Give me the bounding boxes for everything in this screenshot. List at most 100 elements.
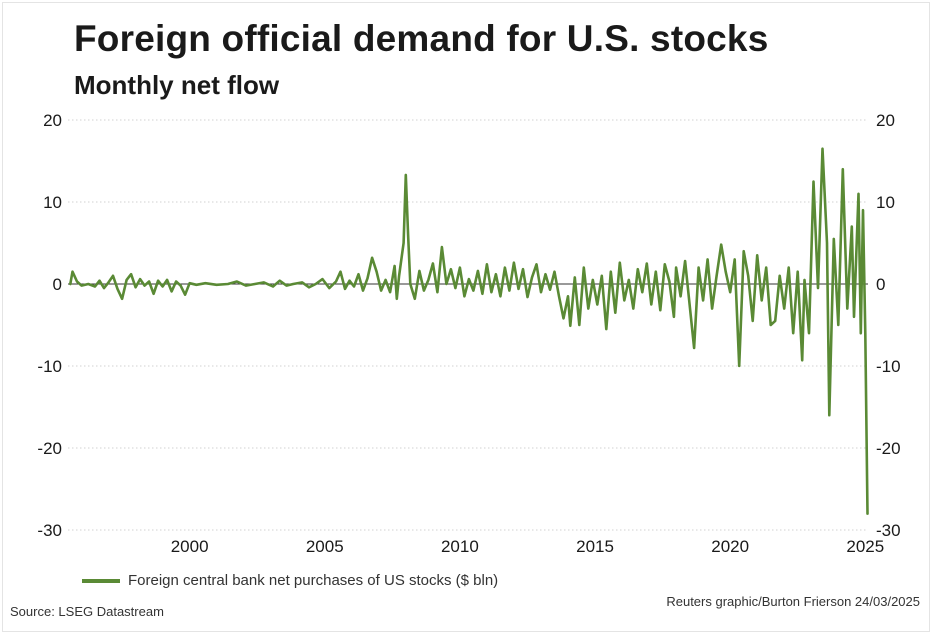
x-tick-label: 2025 xyxy=(846,537,884,556)
data-point xyxy=(170,290,173,293)
data-point xyxy=(477,270,479,272)
data-point xyxy=(796,270,799,273)
data-point xyxy=(450,268,452,271)
data-point xyxy=(614,311,617,314)
data-point xyxy=(321,278,324,280)
data-point xyxy=(720,243,723,246)
data-point xyxy=(729,291,732,294)
legend: Foreign central bank net purchases of US… xyxy=(82,572,498,589)
data-point xyxy=(765,266,768,269)
data-point xyxy=(756,254,759,257)
data-point xyxy=(562,317,565,320)
data-point xyxy=(107,281,110,284)
data-point xyxy=(398,274,400,277)
x-tick-label: 2015 xyxy=(576,537,614,556)
data-point xyxy=(254,283,256,285)
data-point xyxy=(787,266,790,269)
data-point xyxy=(94,285,96,288)
data-point xyxy=(654,270,657,273)
data-point xyxy=(454,287,457,289)
data-point xyxy=(468,278,470,280)
data-point xyxy=(679,295,682,298)
data-point xyxy=(659,309,662,312)
data-point xyxy=(409,283,412,285)
data-point xyxy=(121,297,123,300)
data-point xyxy=(432,262,434,265)
data-point xyxy=(832,238,835,240)
data-point xyxy=(668,280,671,283)
data-point xyxy=(605,328,608,330)
data-point xyxy=(857,192,860,195)
data-point xyxy=(513,261,515,264)
data-point xyxy=(215,283,218,286)
data-point xyxy=(445,283,448,285)
data-point xyxy=(600,274,603,277)
data-point xyxy=(245,284,247,287)
legend-swatch xyxy=(82,578,120,583)
data-point xyxy=(384,279,387,281)
data-point xyxy=(116,288,119,290)
data-point xyxy=(98,279,101,282)
chart-subtitle: Monthly net flow xyxy=(74,70,280,100)
data-point xyxy=(195,283,198,286)
data-point xyxy=(697,266,700,269)
data-point xyxy=(641,291,644,294)
data-point xyxy=(591,279,594,281)
data-point xyxy=(71,270,74,273)
data-point xyxy=(184,293,187,296)
x-tick-label: 2020 xyxy=(711,537,749,556)
data-point xyxy=(558,295,560,298)
data-point xyxy=(348,279,351,282)
data-point xyxy=(751,320,754,322)
data-point xyxy=(292,283,295,285)
data-point xyxy=(436,291,439,294)
data-point xyxy=(314,283,317,285)
data-point xyxy=(389,291,391,294)
data-point xyxy=(339,270,342,273)
data-point xyxy=(859,332,862,335)
data-point xyxy=(188,282,191,285)
data-point xyxy=(362,289,364,292)
data-point xyxy=(609,270,612,273)
data-point xyxy=(508,289,511,292)
x-tick-label: 2010 xyxy=(441,537,479,556)
y-tick-label-left: -20 xyxy=(37,439,62,458)
data-point xyxy=(702,299,704,302)
data-point xyxy=(103,287,105,289)
data-point xyxy=(627,279,630,281)
data-point xyxy=(841,168,844,171)
data-point xyxy=(812,180,815,183)
data-point xyxy=(495,273,497,276)
data-point xyxy=(161,285,164,288)
data-point xyxy=(366,277,369,280)
data-point xyxy=(179,284,182,287)
data-point xyxy=(738,365,741,367)
data-point xyxy=(459,266,461,269)
data-point xyxy=(817,287,819,289)
source-note: Source: LSEG Datastream xyxy=(10,604,164,619)
y-tick-label-right: 0 xyxy=(876,275,885,294)
data-point xyxy=(175,280,178,283)
y-tick-label-left: -10 xyxy=(37,357,62,376)
data-point xyxy=(404,174,407,176)
data-point xyxy=(301,281,304,284)
x-tick-label: 2005 xyxy=(306,537,344,556)
data-point xyxy=(308,286,310,289)
data-point xyxy=(596,303,599,306)
data-point xyxy=(715,274,718,277)
data-point xyxy=(803,279,806,281)
data-point xyxy=(549,288,551,291)
data-point xyxy=(747,274,750,277)
data-point xyxy=(645,262,648,265)
data-point xyxy=(236,280,238,283)
data-point xyxy=(663,263,666,266)
data-point xyxy=(808,332,810,335)
data-point xyxy=(578,324,581,326)
data-point xyxy=(706,258,709,261)
data-point xyxy=(688,303,691,306)
y-tick-label-left: 20 xyxy=(43,111,62,130)
y-tick-label-left: -30 xyxy=(37,521,62,540)
data-point xyxy=(801,359,804,362)
